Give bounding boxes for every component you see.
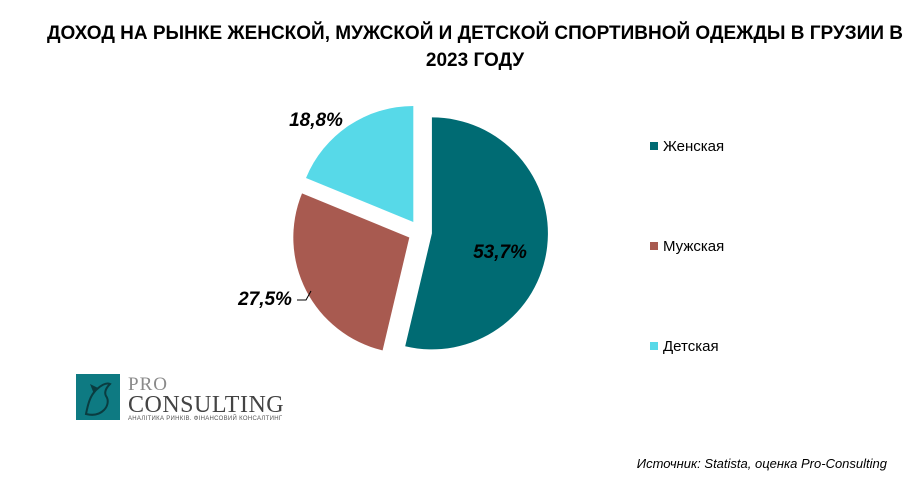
legend-swatch-1 bbox=[650, 242, 658, 251]
legend-swatch-0 bbox=[650, 142, 658, 151]
logo-tagline: АНАЛІТИКА РИНКІВ. ФІНАНСОВИЙ КОНСАЛТИНГ bbox=[128, 416, 283, 422]
data-label-2: 18,8% bbox=[289, 110, 343, 131]
legend-label-2: Детская bbox=[663, 338, 719, 355]
logo-pro-text: PRO bbox=[128, 374, 168, 395]
horse-emblem-icon bbox=[76, 374, 120, 420]
legend-item-1: Мужская bbox=[650, 238, 724, 255]
legend-label-0: Женская bbox=[663, 138, 725, 155]
leader-line bbox=[297, 290, 312, 301]
legend-label-1: Мужская bbox=[663, 238, 725, 255]
data-label-1: 27,5% bbox=[237, 289, 292, 310]
pro-consulting-logo: PRO CONSULTING АНАЛІТИКА РИНКІВ. ФІНАНСО… bbox=[76, 374, 296, 422]
legend-item-0: Женская bbox=[650, 138, 724, 155]
legend-item-2: Детская bbox=[650, 338, 719, 355]
chart-title: ДОХОД НА РЫНКЕ ЖЕНСКОЙ, МУЖСКОЙ И ДЕТСКО… bbox=[47, 23, 903, 71]
pie-slice-0 bbox=[405, 117, 548, 350]
logo-consulting-text: CONSULTING bbox=[128, 392, 285, 418]
pie-slice-2 bbox=[306, 106, 414, 223]
source-note: Источник: Statista, оценка Pro-Consultin… bbox=[636, 456, 887, 471]
data-label-0: 53,7% bbox=[473, 242, 527, 263]
legend-swatch-2 bbox=[650, 342, 658, 351]
pie-slice-1 bbox=[293, 193, 410, 351]
